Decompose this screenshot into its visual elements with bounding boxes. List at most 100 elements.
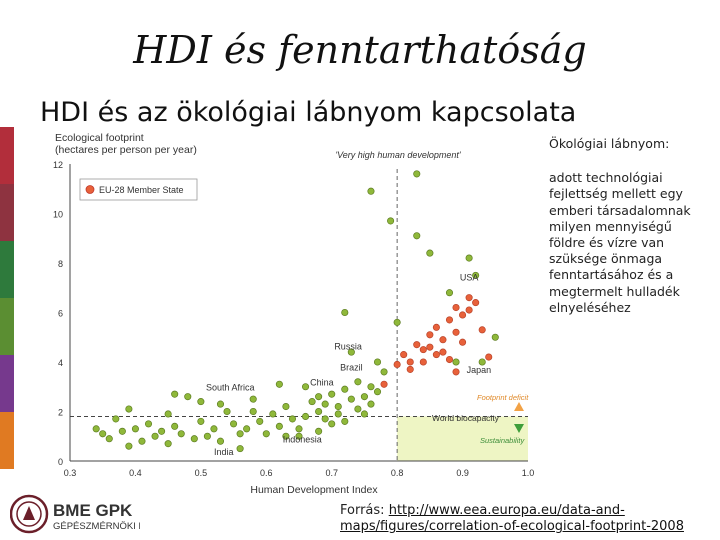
- country-point: [380, 368, 388, 376]
- country-point: [328, 420, 336, 428]
- country-point: [373, 388, 382, 396]
- country-label: USA: [460, 272, 479, 282]
- country-point: [373, 358, 382, 366]
- country-point: [243, 425, 251, 433]
- eu-point: [413, 341, 421, 349]
- x-tick-label: 0.8: [391, 468, 404, 478]
- country-point: [282, 432, 290, 440]
- eu-point: [426, 343, 434, 351]
- sidebar-definition: Ökológiai lábnyom: adott technológiai fe…: [549, 136, 709, 316]
- country-point: [249, 407, 257, 416]
- legend-box: [79, 178, 198, 201]
- country-point: [171, 390, 179, 398]
- country-point: [301, 412, 310, 421]
- eu-point: [452, 368, 460, 376]
- legend-swatch: [85, 185, 95, 194]
- country-point: [491, 333, 499, 341]
- country-point: [347, 395, 355, 403]
- y-tick-label: 10: [53, 210, 63, 220]
- country-point: [478, 358, 486, 366]
- country-point: [105, 435, 113, 443]
- country-point: [367, 400, 375, 408]
- country-point: [164, 440, 172, 448]
- country-point: [125, 442, 133, 450]
- y-tick-label: 4: [58, 358, 63, 368]
- country-point: [269, 410, 277, 418]
- country-point: [445, 289, 454, 297]
- country-point: [125, 405, 133, 413]
- country-point: [360, 410, 368, 418]
- country-point: [216, 400, 225, 408]
- eu-point: [459, 311, 467, 319]
- country-point: [197, 398, 205, 406]
- country-point: [301, 383, 310, 391]
- x-tick-label: 1.0: [522, 468, 535, 478]
- eu-point: [406, 358, 414, 366]
- country-point: [275, 422, 283, 430]
- source-link-line2: maps/figures/correlation-of-ecological-f…: [340, 519, 684, 534]
- footprint-deficit-label: Footprint deficit: [477, 393, 529, 402]
- eu-point: [465, 306, 473, 314]
- country-point: [354, 378, 362, 386]
- x-tick-label: 0.4: [129, 468, 142, 478]
- color-strip-segment: [0, 355, 14, 412]
- country-point: [112, 415, 120, 423]
- country-label: Russia: [334, 342, 362, 352]
- logo: BME GPK GÉPÉSZMÉRNÖKI KAR: [9, 494, 158, 538]
- color-strip: [0, 127, 14, 469]
- y-axis-title: Ecological footprint: [55, 132, 144, 144]
- country-point: [118, 427, 126, 435]
- country-point: [387, 217, 395, 225]
- country-point: [164, 410, 172, 418]
- country-point: [249, 395, 257, 403]
- country-point: [184, 393, 192, 401]
- country-point: [465, 254, 473, 262]
- seal-icon: [9, 494, 49, 534]
- country-point: [138, 437, 146, 445]
- country-point: [158, 427, 166, 435]
- country-point: [256, 417, 264, 425]
- eu-point: [452, 303, 460, 312]
- source-link[interactable]: http://www.eea.europa.eu/data-and-maps/f…: [340, 503, 684, 534]
- country-point: [413, 170, 421, 178]
- x-tick-label: 0.6: [260, 468, 273, 478]
- eu-point: [465, 294, 473, 302]
- x-tick-label: 0.9: [456, 468, 469, 478]
- country-point: [288, 415, 297, 423]
- eu-point: [485, 353, 493, 361]
- sidebar-text: adott technológiai fejlettség mellett eg…: [549, 170, 691, 315]
- eu-point: [439, 348, 447, 356]
- color-strip-segment: [0, 412, 14, 469]
- eu-point: [419, 346, 427, 354]
- country-point: [315, 393, 323, 401]
- source-label: Forrás:: [340, 503, 385, 518]
- eu-point: [432, 351, 440, 359]
- country-point: [315, 407, 323, 416]
- y-tick-label: 8: [58, 259, 63, 269]
- country-point: [472, 271, 480, 279]
- country-point: [452, 358, 460, 366]
- country-point: [223, 407, 231, 416]
- country-point: [321, 415, 329, 423]
- eu-point: [445, 316, 454, 324]
- country-label: China: [310, 378, 334, 388]
- country-point: [275, 380, 283, 388]
- color-strip-segment: [0, 241, 14, 298]
- country-point: [308, 398, 316, 406]
- country-point: [236, 445, 244, 453]
- country-point: [360, 393, 368, 401]
- country-point: [426, 249, 434, 257]
- country-point: [295, 432, 303, 440]
- eu-point: [452, 328, 460, 336]
- country-point: [144, 420, 153, 428]
- eu-point: [400, 351, 408, 359]
- eu-point: [459, 338, 467, 346]
- country-label: Brazil: [340, 363, 363, 373]
- country-point: [347, 348, 355, 356]
- country-point: [230, 420, 238, 428]
- country-point: [341, 385, 349, 393]
- country-point: [262, 430, 270, 438]
- country-point: [190, 435, 198, 443]
- eu-point: [393, 360, 401, 369]
- eu-point: [406, 365, 414, 373]
